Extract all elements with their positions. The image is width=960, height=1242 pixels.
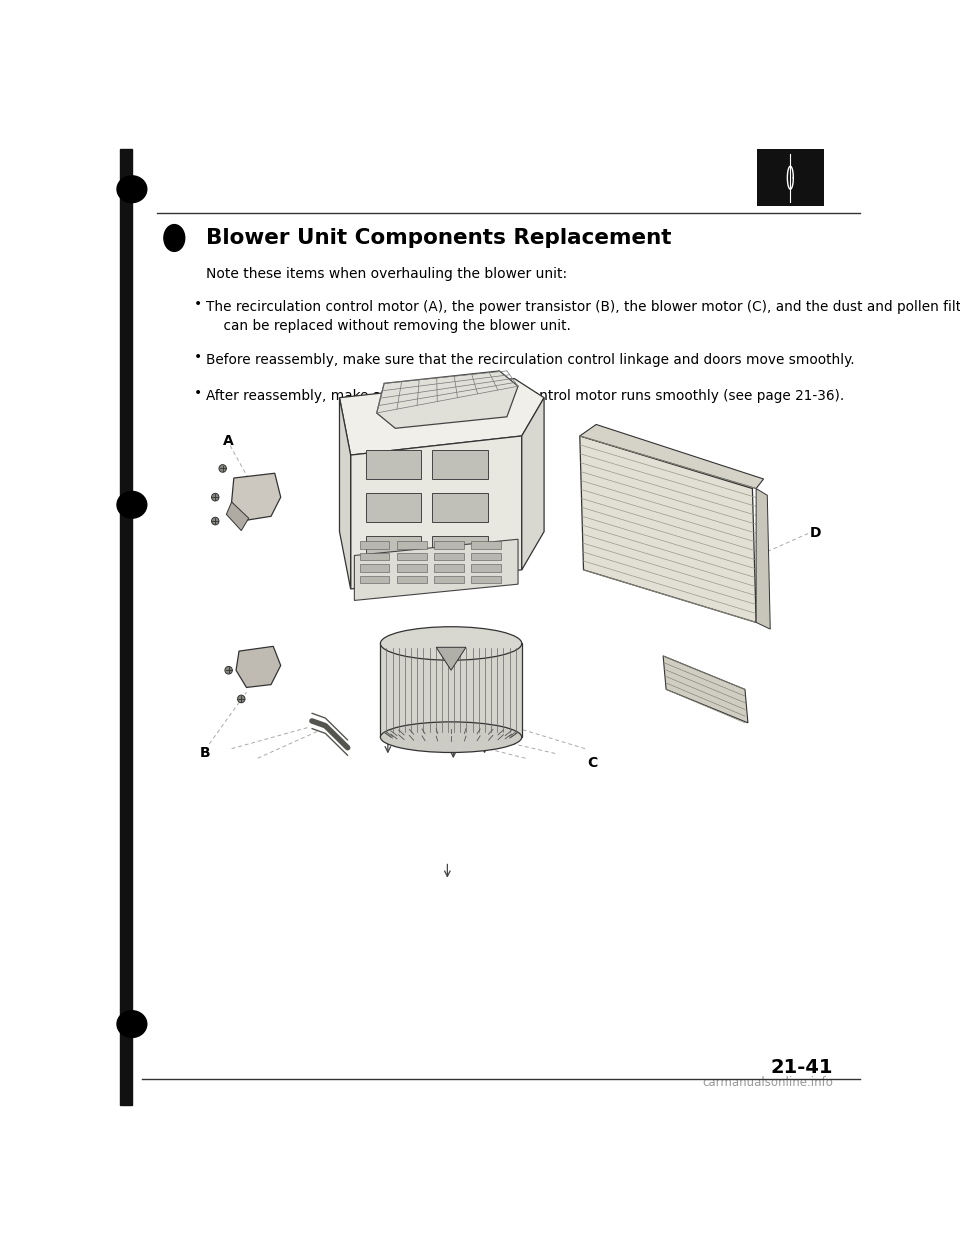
Polygon shape [236, 646, 280, 688]
Bar [396, 564, 426, 571]
Text: Note these items when overhauling the blower unit:: Note these items when overhauling the bl… [205, 267, 566, 282]
Ellipse shape [219, 465, 227, 472]
Bar [471, 553, 501, 560]
Polygon shape [376, 371, 518, 428]
Polygon shape [340, 379, 544, 455]
Bar [396, 542, 426, 549]
Text: 21-41: 21-41 [770, 1058, 832, 1077]
Bar [360, 564, 390, 571]
Polygon shape [227, 502, 249, 530]
Text: •: • [194, 386, 202, 400]
Bar [432, 493, 489, 522]
Polygon shape [231, 473, 280, 522]
Bar [756, 149, 824, 206]
Text: Blower Unit Components Replacement: Blower Unit Components Replacement [205, 229, 671, 248]
Polygon shape [756, 488, 770, 630]
Ellipse shape [117, 492, 147, 518]
Text: D: D [810, 527, 822, 540]
Text: C: C [588, 756, 597, 770]
Bar [360, 553, 390, 560]
Text: After reassembly, make sure the recirculation control motor runs smoothly (see p: After reassembly, make sure the recircul… [205, 389, 844, 404]
Circle shape [164, 225, 184, 251]
Text: •: • [194, 297, 202, 312]
Polygon shape [436, 647, 466, 671]
Bar [432, 451, 489, 479]
Bar [434, 542, 464, 549]
Text: B: B [201, 746, 211, 760]
Bar [396, 575, 426, 584]
Ellipse shape [117, 1011, 147, 1037]
Text: carmanualsonline.info: carmanualsonline.info [702, 1076, 832, 1089]
Bar [360, 575, 390, 584]
Ellipse shape [211, 517, 219, 525]
Ellipse shape [225, 667, 232, 674]
Text: •: • [194, 350, 202, 364]
Bar [471, 542, 501, 549]
Text: The recirculation control motor (A), the power transistor (B), the blower motor : The recirculation control motor (A), the… [205, 301, 960, 333]
Polygon shape [350, 436, 522, 589]
Bar [434, 575, 464, 584]
Ellipse shape [117, 176, 147, 202]
Polygon shape [580, 436, 756, 622]
Ellipse shape [237, 696, 245, 703]
Bar [396, 553, 426, 560]
Ellipse shape [380, 722, 522, 753]
Bar [432, 537, 489, 565]
Bar [360, 542, 390, 549]
Polygon shape [663, 656, 748, 723]
Text: Before reassembly, make sure that the recirculation control linkage and doors mo: Before reassembly, make sure that the re… [205, 353, 854, 366]
Text: A: A [223, 433, 233, 447]
Bar [471, 575, 501, 584]
Polygon shape [340, 397, 350, 589]
Bar [366, 493, 421, 522]
Bar [120, 149, 132, 1105]
Bar [366, 537, 421, 565]
Bar [434, 564, 464, 571]
Bar [434, 553, 464, 560]
Polygon shape [380, 643, 522, 738]
Polygon shape [354, 539, 518, 600]
Polygon shape [580, 425, 763, 488]
Ellipse shape [380, 627, 522, 661]
Bar [471, 564, 501, 571]
Ellipse shape [211, 493, 219, 501]
Bar [366, 451, 421, 479]
Polygon shape [522, 397, 544, 570]
